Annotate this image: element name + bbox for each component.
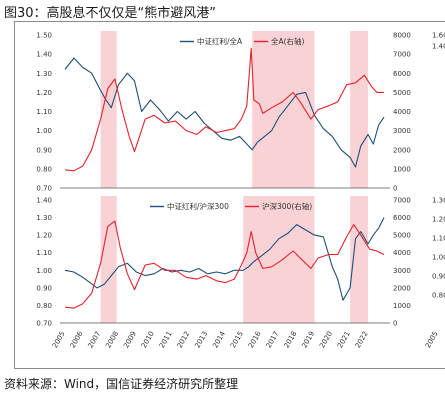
left-tick-label: 1.30	[36, 214, 52, 222]
left-tick-label: 0.70	[36, 185, 52, 193]
right-tick-label: 7000	[393, 51, 411, 59]
right-tick-label: 1000	[393, 302, 411, 310]
figure-frame	[14, 21, 445, 369]
x-tick-label: 2017	[265, 330, 281, 349]
edge-tick-label: 0.90	[432, 272, 445, 280]
x-tick-label: 2022	[354, 330, 370, 349]
right-tick-label: 0	[393, 185, 397, 193]
edge-tick-label: 1.40	[432, 42, 445, 50]
legend-label: 沪深300(右轴)	[262, 201, 312, 211]
left-tick-label: 1.10	[36, 249, 52, 257]
shaded-period-1	[100, 31, 117, 188]
x-tick-label: 2014	[211, 330, 227, 350]
edge-tick-label: 1.60	[432, 32, 445, 40]
right-tick-label: 0	[393, 320, 397, 328]
left-tick-label: 1.40	[36, 197, 52, 205]
x-tick-label: 2012	[176, 330, 192, 349]
legend-label: 全A(右轴)	[271, 36, 305, 46]
left-tick-label: 1.00	[36, 127, 52, 135]
edge-x-tick-label: 2005	[424, 330, 440, 349]
figure-title: 图30：高股息不仅仅是“熊市避风港”	[4, 6, 217, 21]
left-tick-label: 1.40	[36, 51, 52, 59]
x-tick-label: 2005	[51, 330, 67, 349]
right-tick-label: 2000	[393, 146, 411, 154]
x-tick-label: 2020	[318, 330, 334, 349]
x-tick-label: 2009	[122, 330, 138, 349]
left-tick-label: 0.70	[36, 320, 52, 328]
series-line-index	[64, 47, 384, 172]
shaded-period-3	[350, 196, 368, 323]
right-tick-label: 5000	[393, 89, 411, 97]
left-tick-label: 1.10	[36, 108, 52, 116]
chart-legend: 中证红利/沪深300 沪深300(右轴)	[150, 201, 312, 211]
series-line-index	[64, 220, 385, 309]
right-tick-label: 3000	[393, 127, 411, 135]
right-tick-label: 6000	[393, 70, 411, 78]
right-tick-label: 3000	[393, 267, 411, 275]
x-tick-label: 2011	[158, 330, 174, 349]
left-tick-label: 1.20	[36, 89, 52, 97]
x-tick-label: 2010	[140, 330, 156, 349]
edge-tick-label: 0.80	[432, 291, 445, 299]
right-tick-label: 8000	[393, 32, 411, 40]
edge-tick-label: 1.10	[432, 234, 445, 242]
x-tick-label: 2016	[247, 330, 263, 350]
left-tick-label: 1.30	[36, 70, 52, 78]
x-tick-label: 2021	[336, 330, 352, 349]
x-tick-label: 2015	[229, 330, 245, 349]
left-tick-label: 1.00	[36, 267, 52, 275]
left-tick-label: 1.50	[36, 32, 52, 40]
chart-panel-1: 1.50 1.40 1.30 1.20 1.10 1.00 0.90 0.80 0.70 8000…	[36, 31, 445, 193]
right-tick-label: 4000	[393, 108, 411, 116]
right-tick-label: 1000	[393, 165, 411, 173]
left-tick-label: 0.80	[36, 302, 52, 310]
left-tick-label: 1.20	[36, 232, 52, 240]
x-tick-label: 2008	[104, 330, 120, 349]
shaded-period-3	[350, 31, 368, 188]
edge-tick-label: 1.30	[432, 197, 445, 205]
shaded-period-2	[252, 31, 315, 188]
shaded-period-2	[243, 196, 315, 323]
right-tick-label: 2000	[393, 284, 411, 292]
x-tick-label: 2019	[300, 330, 316, 349]
right-tick-label: 6000	[393, 214, 411, 222]
right-tick-label: 4000	[393, 249, 411, 257]
figure-source: 资料来源：Wind，国信证券经济研究所整理	[4, 377, 239, 391]
x-tick-label: 2007	[87, 330, 103, 349]
right-tick-label: 5000	[393, 232, 411, 240]
legend-label: 中证红利/沪深300	[167, 201, 229, 211]
right-tick-label: 7000	[393, 197, 411, 205]
left-tick-label: 0.90	[36, 284, 52, 292]
edge-tick-label: 1.20	[432, 215, 445, 223]
x-tick-label: 2006	[69, 330, 85, 350]
chart-legend: 中证红利/全A 全A(右轴)	[180, 36, 305, 46]
left-tick-label: 0.80	[36, 165, 52, 173]
chart-panel-2: 1.40 1.30 1.20 1.10 1.00 0.90 0.80 0.70 7000 6000…	[36, 196, 445, 349]
x-tick-label: 2013	[193, 330, 209, 349]
edge-tick-label: 1.00	[432, 253, 445, 261]
legend-label: 中证红利/全A	[197, 36, 243, 46]
shaded-period-1	[100, 196, 117, 323]
x-tick-label: 2018	[283, 330, 299, 349]
left-tick-label: 0.90	[36, 146, 52, 154]
